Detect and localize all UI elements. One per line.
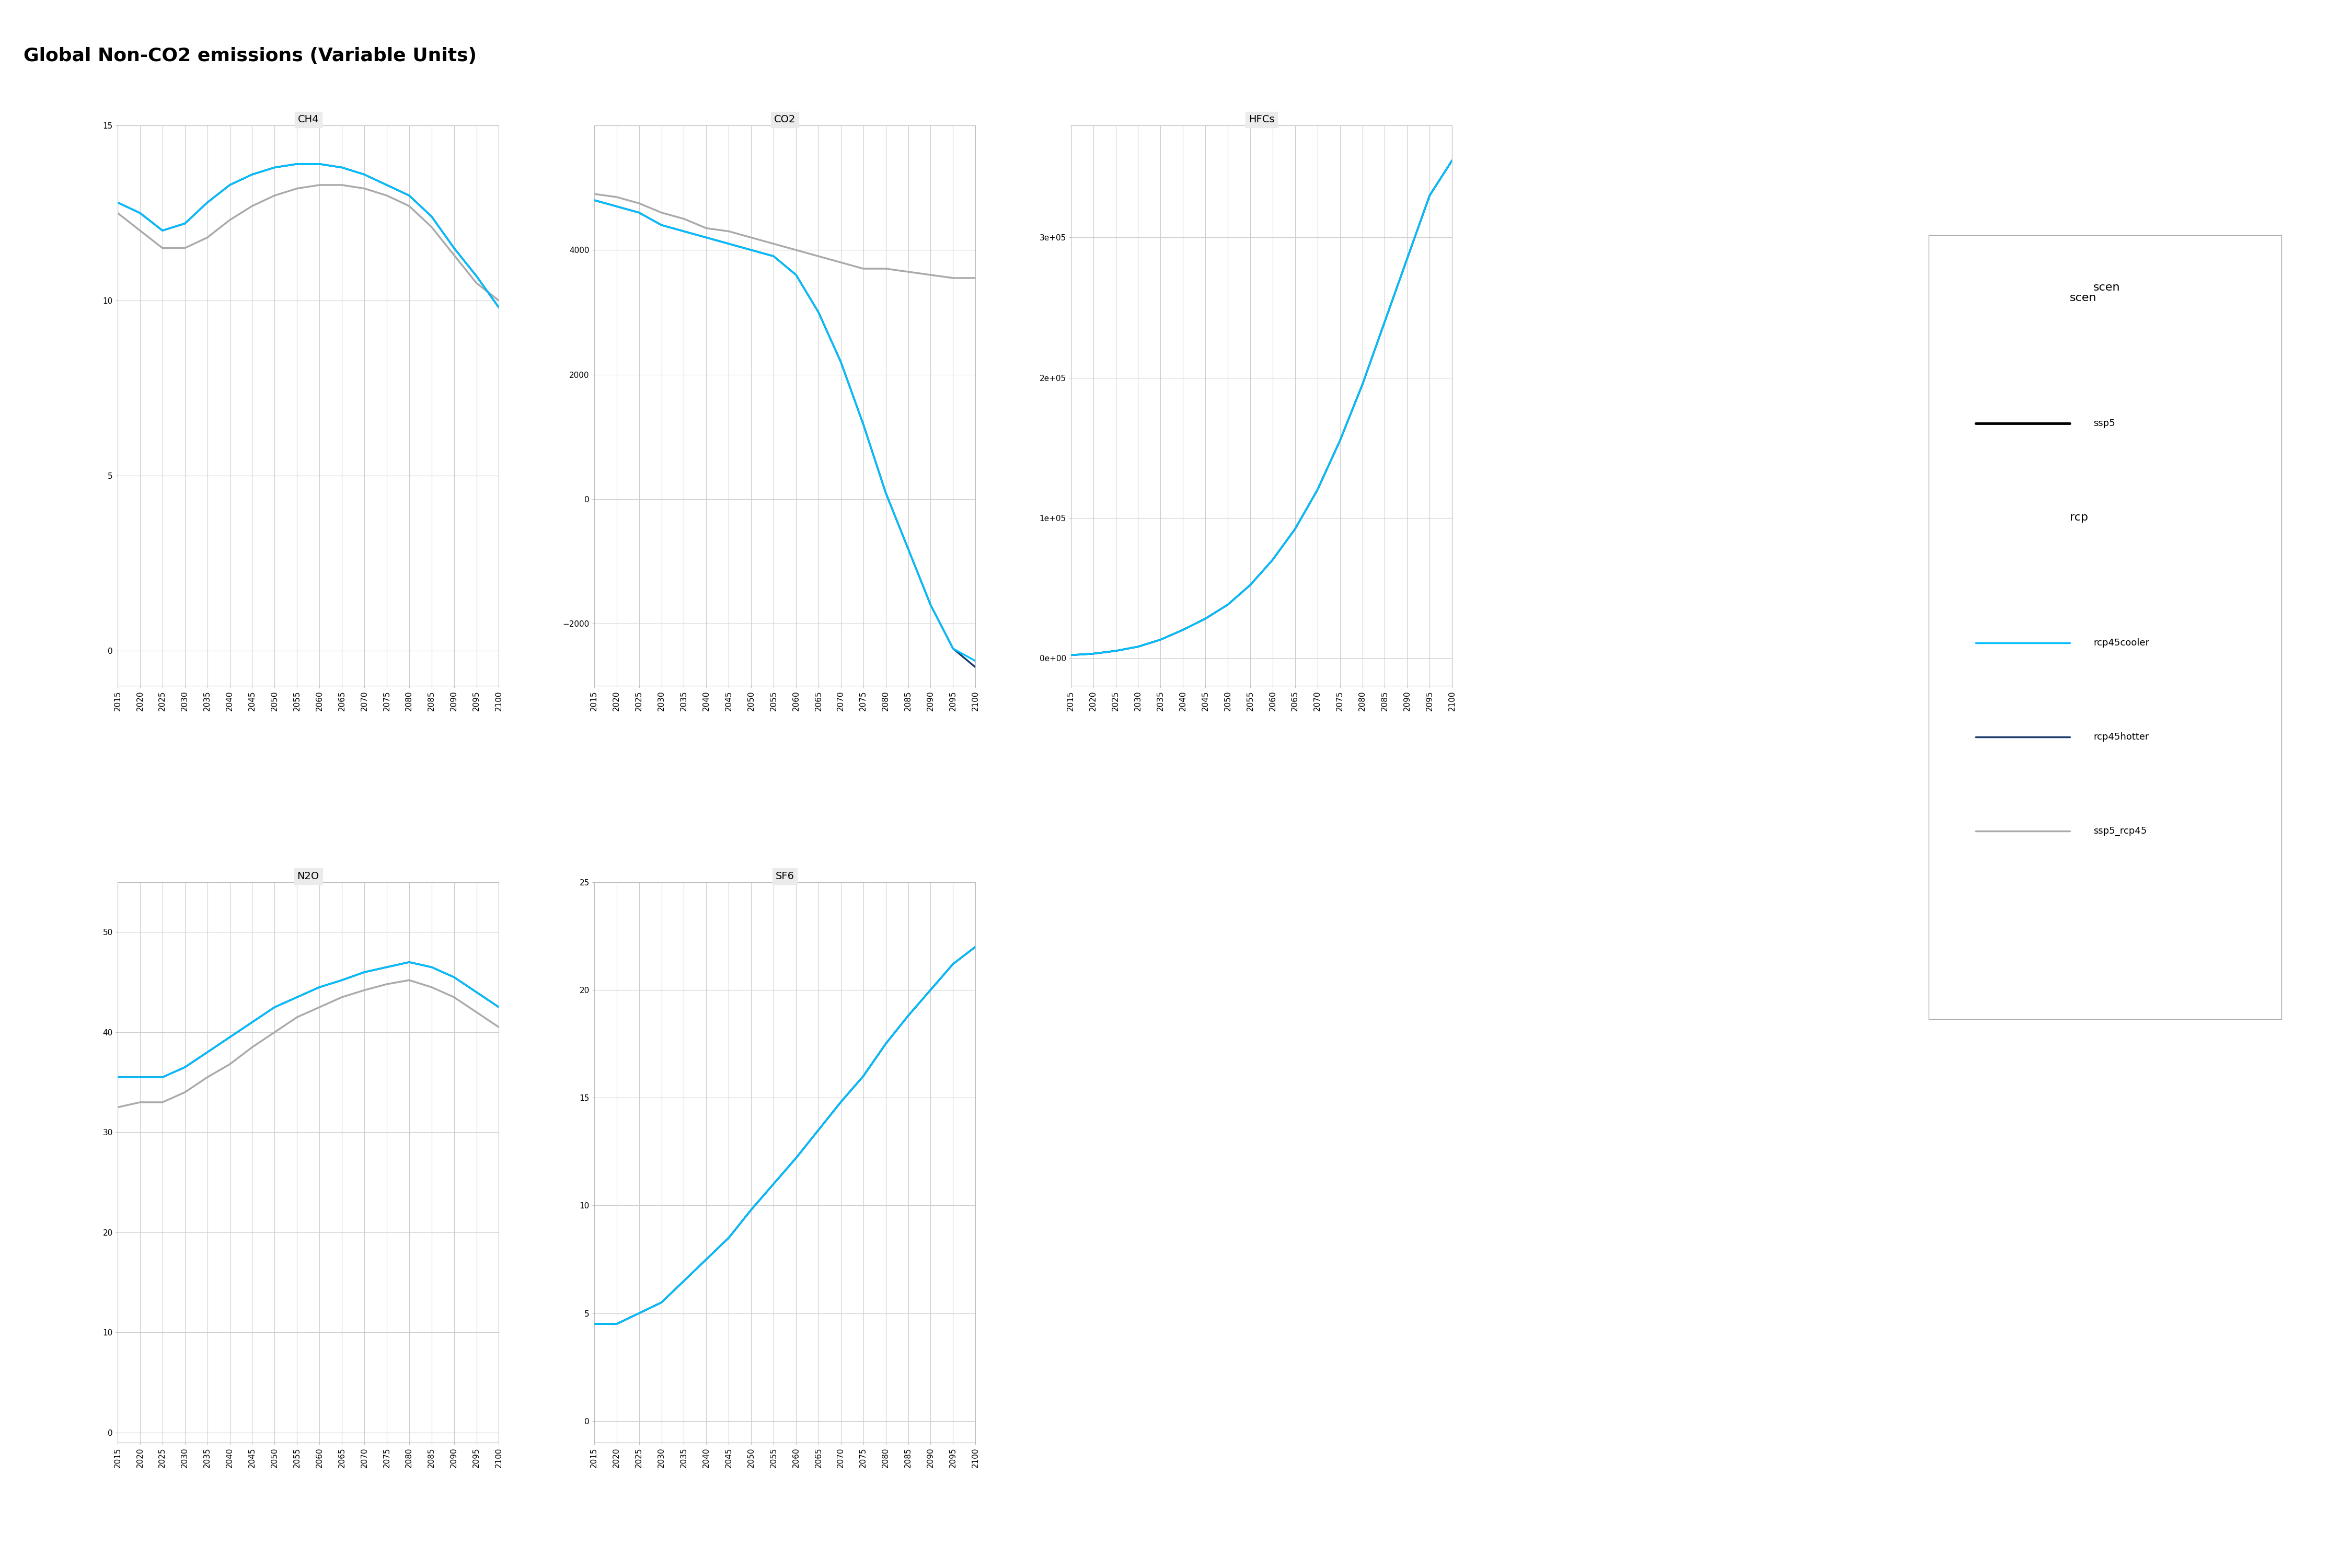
Text: rcp45hotter: rcp45hotter bbox=[2093, 732, 2150, 742]
Text: scen: scen bbox=[2093, 282, 2119, 293]
Text: Global Non-CO2 emissions (Variable Units): Global Non-CO2 emissions (Variable Units… bbox=[24, 47, 477, 64]
Text: rcp45cooler: rcp45cooler bbox=[2093, 638, 2150, 648]
Title: N2O: N2O bbox=[296, 872, 320, 881]
Title: HFCs: HFCs bbox=[1249, 114, 1275, 124]
Title: CO2: CO2 bbox=[774, 114, 795, 124]
Text: ssp5_rcp45: ssp5_rcp45 bbox=[2093, 826, 2147, 836]
Text: ssp5: ssp5 bbox=[2093, 419, 2114, 428]
Title: CH4: CH4 bbox=[299, 114, 320, 124]
Title: SF6: SF6 bbox=[776, 872, 795, 881]
Text: rcp: rcp bbox=[2070, 513, 2089, 522]
Text: scen: scen bbox=[2070, 293, 2096, 303]
